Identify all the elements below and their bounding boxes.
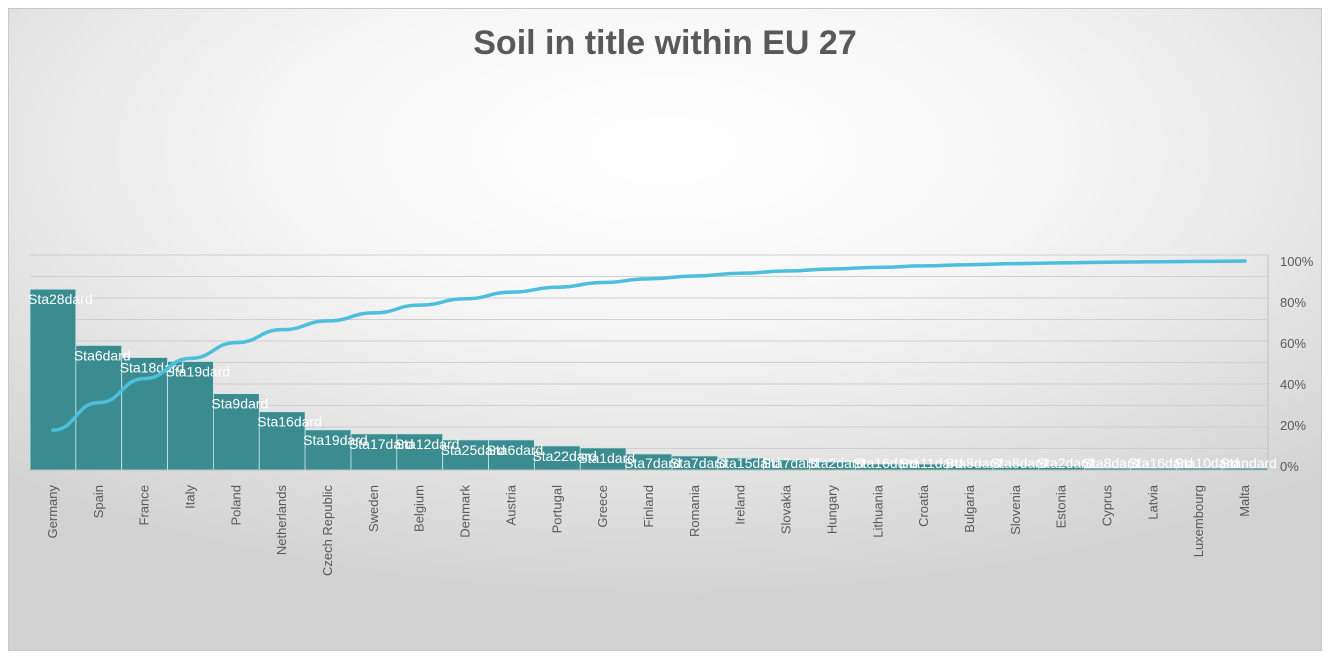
data-label: Sta17dard xyxy=(349,436,414,452)
data-label: Sta28dard xyxy=(28,291,93,307)
x-tick-label: Latvia xyxy=(1145,484,1160,519)
x-tick-label: Finland xyxy=(641,485,656,528)
data-label: Sta7dard xyxy=(762,455,819,471)
x-tick-label: Croatia xyxy=(916,484,931,527)
bar xyxy=(488,439,535,471)
data-label: Sta1dard xyxy=(578,450,635,466)
bar xyxy=(533,445,581,471)
x-tick-label: Poland xyxy=(228,485,243,525)
data-label: Sta2dard xyxy=(807,455,864,471)
x-tick-label: Bulgaria xyxy=(962,484,977,532)
data-label: Sta8dard xyxy=(945,455,1002,471)
data-label: Sta16dard xyxy=(1128,455,1193,471)
data-label: Sta9dard xyxy=(211,396,268,412)
data-label: Sta22dard xyxy=(532,448,597,464)
x-tick-label: France xyxy=(137,485,152,525)
x-tick-label: Belgium xyxy=(412,485,427,532)
data-label: Sta7dard xyxy=(670,455,727,471)
bar xyxy=(29,288,77,471)
data-label: Sta8dard xyxy=(1083,455,1140,471)
y2-tick-label: 40% xyxy=(1280,377,1306,392)
x-tick-label: Cyprus xyxy=(1100,485,1115,527)
data-label: Sta19dard xyxy=(303,432,368,448)
data-label: Sta6dard xyxy=(487,442,544,458)
data-label: Sta6dard xyxy=(74,347,131,363)
bar xyxy=(350,433,398,471)
x-tick-label: Denmark xyxy=(458,485,473,538)
data-label: Sta16dard xyxy=(257,414,322,430)
data-label: Sta15dard xyxy=(716,455,781,471)
x-tick-label: Germany xyxy=(45,485,60,539)
data-label: Sta7dard xyxy=(624,455,681,471)
x-tick-label: Austria xyxy=(503,484,518,525)
x-tick-label: Portugal xyxy=(549,485,564,534)
x-tick-label: Estonia xyxy=(1054,484,1069,528)
x-tick-label: Hungary xyxy=(824,485,839,535)
x-tick-label: Malta xyxy=(1237,484,1252,517)
y2-tick-label: 60% xyxy=(1280,336,1306,351)
data-label: Sta11dard xyxy=(899,455,963,471)
data-label: Sta8dard xyxy=(991,455,1048,471)
x-tick-label: Czech Republic xyxy=(320,485,335,577)
x-tick-label: Netherlands xyxy=(274,485,289,556)
x-tick-label: Romania xyxy=(687,484,702,537)
data-label: Sta25dard xyxy=(441,442,506,458)
bar xyxy=(167,361,214,471)
y2-tick-label: 0% xyxy=(1280,459,1299,474)
data-label: Sta18dard xyxy=(120,359,185,375)
y2-tick-label: 100% xyxy=(1280,254,1314,269)
data-label: Standard xyxy=(1220,455,1277,471)
x-tick-label: Slovenia xyxy=(1008,484,1023,535)
y2-tick-label: 20% xyxy=(1280,418,1306,433)
data-label: Sta12dard xyxy=(395,436,460,452)
data-label: Sta10dard xyxy=(1174,455,1239,471)
chart-area xyxy=(8,8,1322,651)
x-tick-label: Italy xyxy=(182,485,197,509)
x-tick-label: Spain xyxy=(91,485,106,518)
data-label: Sta19dard xyxy=(166,363,231,379)
data-label: Sta16dard xyxy=(853,455,918,471)
y2-tick-label: 80% xyxy=(1280,295,1306,310)
bar xyxy=(396,433,444,471)
data-label: Sta2dard xyxy=(1037,455,1094,471)
x-tick-label: Ireland xyxy=(733,485,748,525)
x-tick-label: Greece xyxy=(595,485,610,528)
x-tick-label: Sweden xyxy=(366,485,381,532)
chart-title: Soil in title within EU 27 xyxy=(473,24,857,62)
x-tick-label: Slovakia xyxy=(779,484,794,534)
cumulative-line xyxy=(51,259,1247,432)
x-tick-label: Luxembourg xyxy=(1191,485,1206,557)
x-tick-label: Lithuania xyxy=(870,484,885,538)
